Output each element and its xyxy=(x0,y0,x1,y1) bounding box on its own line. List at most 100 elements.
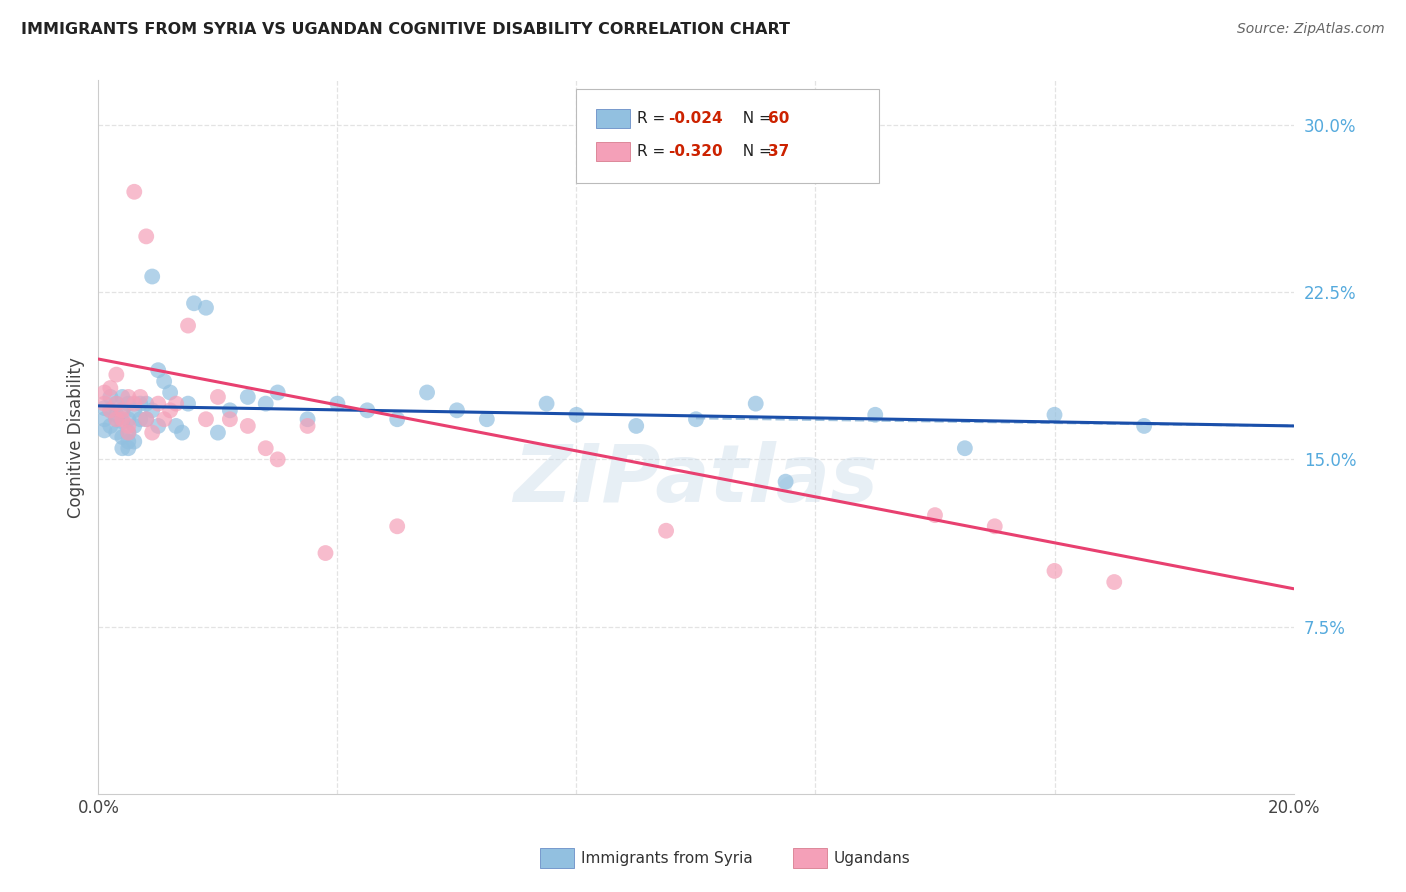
Point xyxy=(141,269,163,284)
Point xyxy=(267,452,290,467)
Point xyxy=(385,519,409,533)
Text: Ugandans: Ugandans xyxy=(834,851,911,865)
Point xyxy=(1133,418,1156,433)
Point xyxy=(148,363,170,377)
Point xyxy=(536,396,558,410)
Point xyxy=(117,412,139,426)
Point xyxy=(117,418,139,433)
Point xyxy=(177,396,200,410)
Point xyxy=(98,390,122,404)
Point xyxy=(117,390,139,404)
Point xyxy=(254,396,277,410)
Point xyxy=(93,385,115,400)
Point xyxy=(98,403,122,417)
Point xyxy=(924,508,946,523)
Text: 60: 60 xyxy=(768,112,789,126)
Point xyxy=(105,396,128,410)
Text: 37: 37 xyxy=(768,145,789,159)
Point xyxy=(219,412,242,426)
Point xyxy=(153,375,176,389)
Point xyxy=(865,408,887,422)
Point xyxy=(745,396,768,410)
Point xyxy=(1104,575,1126,590)
Point xyxy=(984,519,1007,533)
Point xyxy=(141,425,163,440)
Point xyxy=(297,418,319,433)
Point xyxy=(111,403,134,417)
Point xyxy=(195,301,218,315)
Point xyxy=(111,442,134,455)
Point xyxy=(165,396,187,410)
Point xyxy=(195,412,218,426)
Text: Source: ZipAtlas.com: Source: ZipAtlas.com xyxy=(1237,22,1385,37)
Point xyxy=(475,412,498,426)
Text: ZIPatlas: ZIPatlas xyxy=(513,441,879,519)
Point xyxy=(1043,408,1066,422)
Point xyxy=(117,425,139,440)
Point xyxy=(93,424,115,438)
Point xyxy=(165,418,187,433)
Point xyxy=(135,229,157,244)
Point xyxy=(117,434,139,449)
Point xyxy=(129,396,152,410)
Point xyxy=(124,396,146,410)
Point xyxy=(111,390,134,404)
Point xyxy=(124,418,146,433)
Point xyxy=(685,412,707,426)
Point xyxy=(1043,564,1066,578)
Point xyxy=(655,524,678,538)
Point xyxy=(111,403,134,417)
Text: N =: N = xyxy=(733,145,776,159)
Point xyxy=(219,403,242,417)
Point xyxy=(446,403,468,417)
Text: R =: R = xyxy=(637,112,671,126)
Point xyxy=(159,403,181,417)
Point xyxy=(236,418,259,433)
Point xyxy=(141,403,163,417)
Point xyxy=(98,403,122,417)
Point xyxy=(626,418,648,433)
Point xyxy=(172,425,194,440)
Point xyxy=(124,403,146,417)
Point xyxy=(148,396,170,410)
Text: Immigrants from Syria: Immigrants from Syria xyxy=(581,851,752,865)
Point xyxy=(98,381,122,395)
Point xyxy=(267,385,290,400)
Point xyxy=(124,434,146,449)
Y-axis label: Cognitive Disability: Cognitive Disability xyxy=(66,357,84,517)
Point xyxy=(105,368,128,382)
Point xyxy=(129,390,152,404)
Point xyxy=(111,430,134,444)
Point xyxy=(117,442,139,455)
Point xyxy=(93,401,115,416)
Point xyxy=(207,425,229,440)
Point xyxy=(105,412,128,426)
Point xyxy=(105,396,128,410)
Text: -0.024: -0.024 xyxy=(668,112,723,126)
Text: R =: R = xyxy=(637,145,671,159)
Point xyxy=(297,412,319,426)
Point xyxy=(953,442,976,455)
Point xyxy=(135,412,157,426)
Point xyxy=(775,475,797,489)
Point xyxy=(153,412,176,426)
Point xyxy=(385,412,409,426)
Point xyxy=(98,418,122,433)
Point xyxy=(105,412,128,426)
Point xyxy=(356,403,378,417)
Point xyxy=(105,425,128,440)
Point xyxy=(117,425,139,440)
Point xyxy=(129,412,152,426)
Point xyxy=(105,408,128,422)
Point xyxy=(117,396,139,410)
Point xyxy=(183,296,205,310)
Point xyxy=(326,396,349,410)
Point xyxy=(177,318,200,333)
Point xyxy=(93,396,115,410)
Text: N =: N = xyxy=(733,112,776,126)
Text: IMMIGRANTS FROM SYRIA VS UGANDAN COGNITIVE DISABILITY CORRELATION CHART: IMMIGRANTS FROM SYRIA VS UGANDAN COGNITI… xyxy=(21,22,790,37)
Point xyxy=(416,385,439,400)
Point xyxy=(315,546,337,560)
Point xyxy=(565,408,588,422)
Point xyxy=(236,390,259,404)
